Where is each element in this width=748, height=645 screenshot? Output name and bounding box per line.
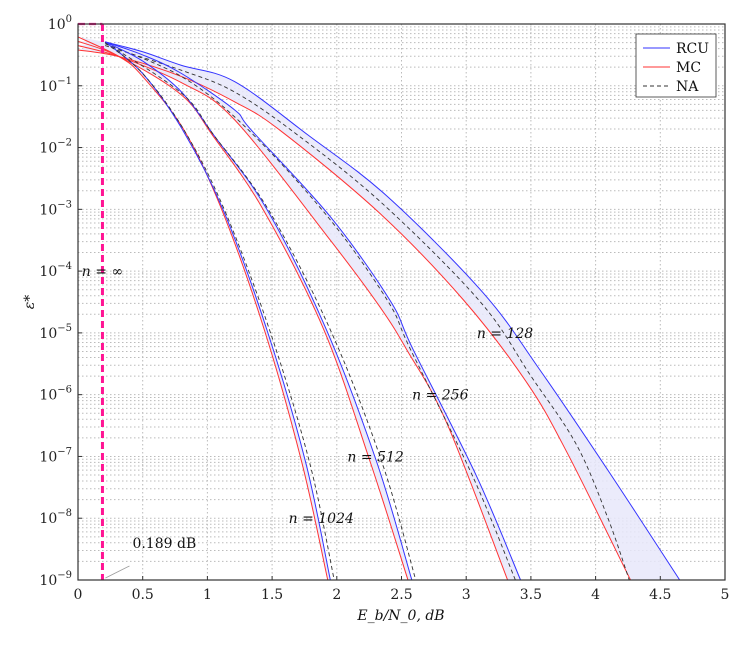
y-tick-exponent: 0 — [66, 14, 72, 25]
x-tick-label: 2 — [332, 587, 341, 603]
limit-curve-label: n = ∞ — [82, 264, 123, 280]
limit-pin-line — [105, 565, 130, 579]
curve-label: n = 1024 — [289, 511, 354, 527]
curve-rcu — [104, 41, 413, 581]
grid — [77, 24, 726, 581]
legend: RCU MC NA — [635, 33, 717, 98]
x-tick-label: 4.5 — [649, 587, 671, 603]
curve-mc — [77, 40, 409, 581]
y-tick-label: 10−3 — [39, 199, 72, 218]
legend-label: MC — [676, 60, 701, 76]
y-tick-exponent: −6 — [57, 385, 72, 396]
x-tick-label: 2.5 — [390, 587, 412, 603]
x-axis-label: E_b/N_0, dB — [356, 608, 444, 624]
y-tick-base: 10 — [39, 573, 57, 589]
x-tick-label: 5 — [721, 587, 730, 603]
x-tick-label: 3 — [462, 587, 471, 603]
band-fill — [78, 36, 331, 581]
x-tick-label: 0 — [74, 587, 83, 603]
y-tick-exponent: −7 — [57, 446, 72, 457]
y-tick-label: 10−8 — [39, 508, 72, 527]
y-tick-base: 10 — [39, 511, 57, 527]
curve-mc — [77, 49, 631, 581]
y-tick-base: 10 — [39, 141, 57, 157]
y-tick-exponent: −8 — [57, 508, 72, 519]
curve-mc — [77, 36, 329, 581]
x-tick-label: 4 — [591, 587, 600, 603]
x-tick-label: 1 — [203, 587, 212, 603]
y-tick-label: 10−7 — [39, 446, 72, 465]
y-tick-base: 10 — [48, 17, 66, 33]
y-tick-label: 100 — [48, 14, 72, 33]
y-tick-exponent: −2 — [57, 138, 72, 149]
y-tick-base: 10 — [39, 449, 57, 465]
y-tick-label: 10−4 — [39, 261, 72, 280]
y-tick-exponent: −1 — [57, 76, 72, 87]
y-tick-base: 10 — [39, 79, 57, 95]
x-tick-label: 1.5 — [261, 587, 283, 603]
curve-na — [104, 42, 417, 581]
curve-na — [105, 45, 630, 581]
y-tick-exponent: −3 — [57, 199, 72, 210]
limit-value-label: 0.189 dB — [132, 536, 196, 552]
curve-label: n = 256 — [412, 388, 468, 404]
band-fill — [78, 41, 680, 581]
y-tick-base: 10 — [39, 264, 57, 280]
y-tick-label: 10−2 — [39, 138, 72, 157]
curve-na — [104, 43, 516, 581]
curve-rcu — [105, 41, 522, 581]
legend-label: NA — [676, 79, 699, 95]
y-tick-base: 10 — [39, 202, 57, 218]
curve-na — [104, 42, 335, 581]
y-tick-base: 10 — [39, 326, 57, 342]
curve-rcu — [105, 41, 681, 581]
y-tick-exponent: −9 — [57, 570, 72, 581]
ticks: 0 0.5 1 1.5 2 2.5 3 3.5 4 4.5 510010−110−210−310−4… — [39, 14, 729, 603]
bands — [78, 36, 680, 581]
y-tick-label: 10−1 — [39, 76, 72, 95]
y-tick-exponent: −5 — [57, 323, 72, 334]
x-tick-label: 3.5 — [520, 587, 542, 603]
annotations: n = 128 n = 256 n = 512 n = 1024 n = ∞ 0.189 … — [82, 264, 533, 579]
y-tick-base: 10 — [39, 388, 57, 404]
limit-line-group — [78, 22, 104, 580]
curve-label: n = 512 — [347, 449, 403, 465]
y-tick-label: 10−6 — [39, 385, 72, 404]
curve-label: n = 128 — [477, 326, 533, 342]
y-tick-label: 10−9 — [39, 570, 72, 589]
y-tick-exponent: −4 — [57, 261, 72, 272]
curves — [77, 36, 681, 581]
y-axis-label: ε* — [22, 295, 38, 310]
x-tick-label: 0.5 — [132, 587, 154, 603]
y-tick-label: 10−5 — [39, 323, 72, 342]
legend-label: RCU — [676, 41, 709, 57]
legend-box — [635, 33, 717, 98]
